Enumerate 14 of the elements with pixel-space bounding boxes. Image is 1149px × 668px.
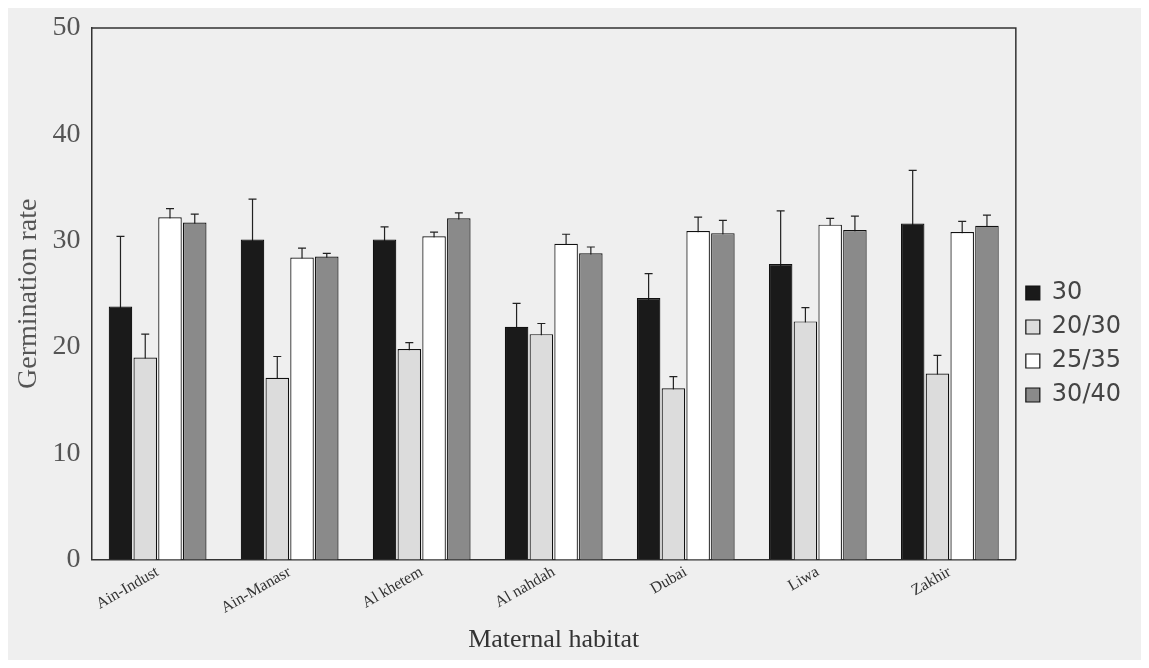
y-tick-label: 20 [52,329,81,361]
legend-label: 25/35 [1051,345,1122,374]
y-axis-title: Germination rate [11,198,43,389]
legend-label: 30/40 [1051,379,1122,408]
y-tick-label: 10 [52,435,81,467]
y-tick-label: 30 [52,222,81,254]
x-tick-label: Liwa [784,562,822,594]
y-tick-label: 50 [52,10,81,42]
x-tick-label: Zakhir [908,562,954,599]
legend-label: 20/30 [1051,311,1122,340]
legend-label: 30 [1051,277,1083,306]
y-tick-label: 0 [66,541,81,573]
x-axis-title: Maternal habitat [468,624,641,654]
y-tick-label: 40 [52,116,81,148]
